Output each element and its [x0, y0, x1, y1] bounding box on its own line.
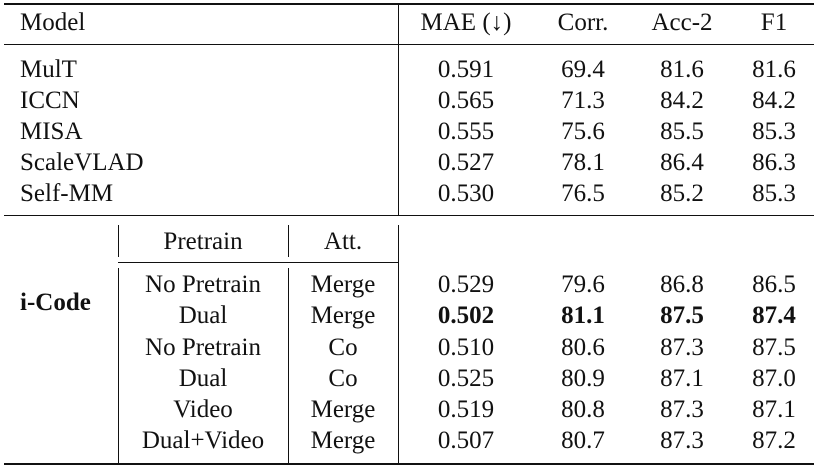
model-divider-bottom	[398, 225, 399, 463]
mae-value: 0.565	[437, 87, 495, 114]
mae-value: 0.507	[437, 427, 495, 454]
top-rule	[4, 3, 814, 5]
model-name: MulT	[20, 56, 77, 83]
f1-value-best: 87.4	[752, 302, 796, 329]
header-corr: Corr.	[557, 9, 609, 36]
acc2-value: 86.8	[660, 271, 704, 298]
mae-value: 0.519	[437, 396, 495, 423]
acc2-value: 85.5	[660, 118, 704, 145]
f1-value: 87.0	[752, 365, 796, 392]
pretrain-value: Video	[173, 396, 233, 423]
att-value: Merge	[310, 427, 376, 454]
model-name: ICCN	[20, 87, 80, 114]
corr-value: 75.6	[561, 118, 605, 145]
corr-value: 69.4	[561, 56, 605, 83]
att-left-divider-lower	[288, 268, 289, 463]
header-model: Model	[20, 9, 86, 36]
mae-value: 0.530	[437, 180, 495, 207]
att-value: Co	[328, 365, 358, 392]
acc2-value: 81.6	[660, 56, 704, 83]
header-rule	[4, 44, 814, 45]
f1-value: 87.2	[752, 427, 796, 454]
acc2-value: 87.1	[660, 365, 704, 392]
corr-value: 78.1	[561, 149, 605, 176]
pretrain-value: Dual	[178, 365, 228, 392]
corr-value: 80.6	[561, 334, 605, 361]
model-name: ScaleVLAD	[20, 149, 144, 176]
corr-value: 79.6	[561, 271, 605, 298]
mae-value-best: 0.502	[437, 302, 495, 329]
mae-value: 0.510	[437, 334, 495, 361]
acc2-value: 85.2	[660, 180, 704, 207]
att-value: Merge	[310, 396, 376, 423]
pretrain-value: Dual+Video	[141, 427, 265, 454]
att-value: Merge	[310, 271, 376, 298]
mae-value: 0.529	[437, 271, 495, 298]
corr-value-best: 81.1	[561, 302, 605, 329]
mae-value: 0.527	[437, 149, 495, 176]
f1-value: 87.1	[752, 396, 796, 423]
acc2-value: 87.3	[660, 396, 704, 423]
corr-value: 80.8	[561, 396, 605, 423]
model-divider-top	[398, 4, 399, 215]
f1-value: 86.3	[752, 149, 796, 176]
header-acc2: Acc-2	[651, 9, 713, 36]
header-mae: MAE (↓)	[420, 9, 512, 36]
subheader-rule	[118, 262, 399, 263]
section-rule	[4, 215, 814, 216]
pretrain-left-divider	[118, 225, 119, 257]
acc2-value-best: 87.5	[660, 302, 704, 329]
att-value: Merge	[310, 302, 376, 329]
att-left-divider	[288, 225, 289, 257]
pretrain-value: Dual	[178, 302, 228, 329]
pretrain-left-divider-lower	[118, 268, 119, 463]
f1-value: 85.3	[752, 180, 796, 207]
f1-value: 87.5	[752, 334, 796, 361]
model-name: Self-MM	[20, 180, 114, 207]
icode-label: i-Code	[20, 289, 91, 316]
header-f1: F1	[760, 9, 788, 36]
acc2-value: 84.2	[660, 87, 704, 114]
f1-value: 86.5	[752, 271, 796, 298]
mae-value: 0.525	[437, 365, 495, 392]
f1-value: 84.2	[752, 87, 796, 114]
subheader-pretrain: Pretrain	[163, 228, 243, 255]
corr-value: 80.9	[561, 365, 605, 392]
mae-value: 0.591	[437, 56, 495, 83]
f1-value: 85.3	[752, 118, 796, 145]
subheader-att: Att.	[323, 228, 363, 255]
acc2-value: 86.4	[660, 149, 704, 176]
f1-value: 81.6	[752, 56, 796, 83]
pretrain-value: No Pretrain	[145, 271, 261, 298]
corr-value: 80.7	[561, 427, 605, 454]
corr-value: 76.5	[561, 180, 605, 207]
pretrain-value: No Pretrain	[145, 334, 261, 361]
acc2-value: 87.3	[660, 334, 704, 361]
att-value: Co	[328, 334, 358, 361]
mae-value: 0.555	[437, 118, 495, 145]
model-name: MISA	[20, 118, 83, 145]
bottom-rule	[4, 463, 814, 465]
acc2-value: 87.3	[660, 427, 704, 454]
corr-value: 71.3	[561, 87, 605, 114]
